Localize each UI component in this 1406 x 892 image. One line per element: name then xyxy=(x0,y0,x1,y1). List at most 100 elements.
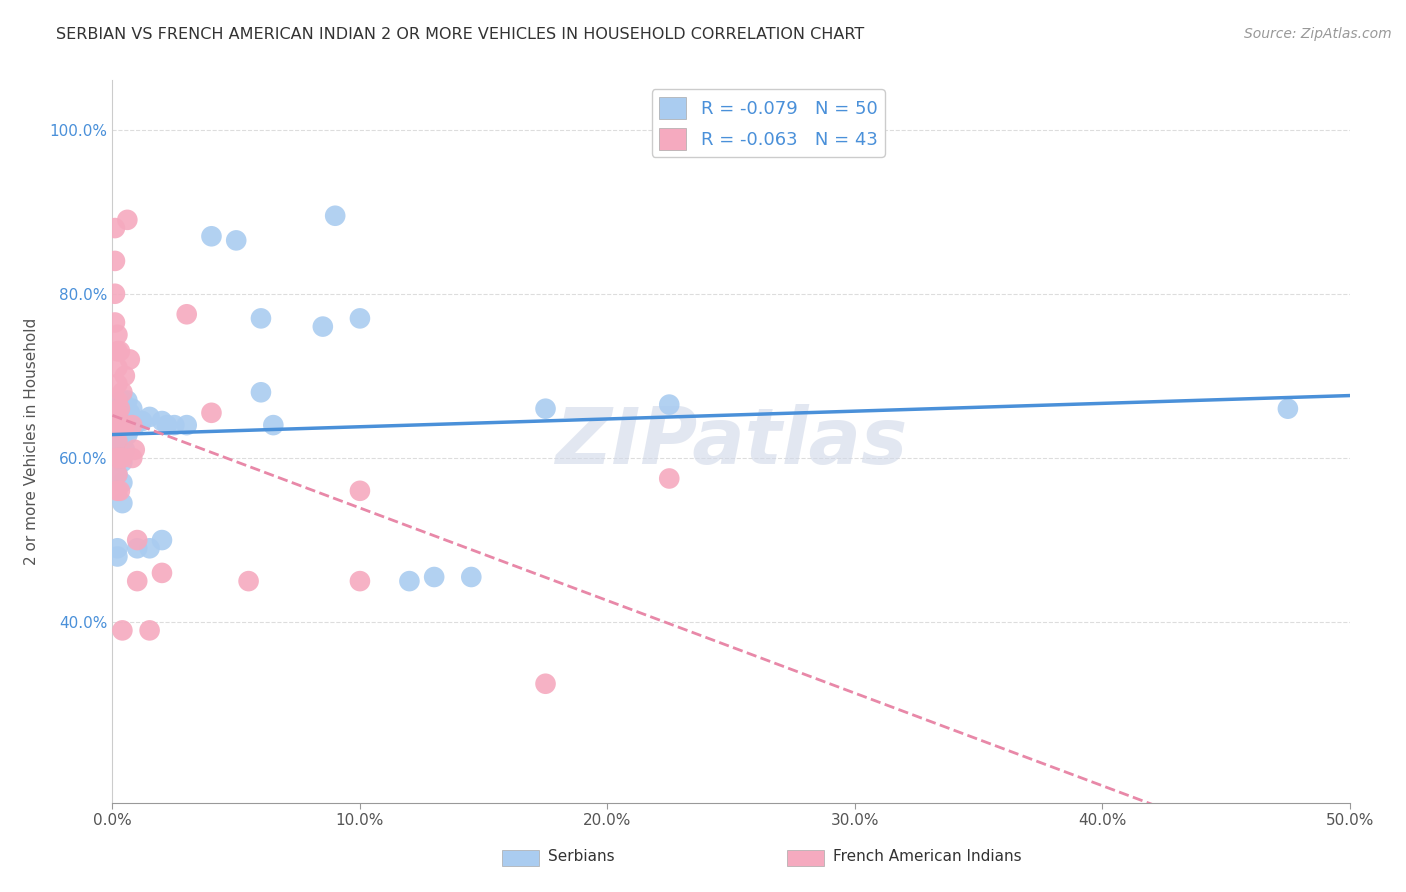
Point xyxy=(238,574,260,588)
Point xyxy=(398,574,420,588)
Point xyxy=(107,434,129,449)
FancyBboxPatch shape xyxy=(787,850,824,865)
Point xyxy=(111,450,134,465)
Text: ZIPatlas: ZIPatlas xyxy=(555,403,907,480)
Point xyxy=(114,442,136,457)
Point xyxy=(107,327,129,342)
Point xyxy=(114,422,136,436)
Point xyxy=(111,393,134,408)
Point xyxy=(108,418,131,433)
Text: French American Indians: French American Indians xyxy=(832,849,1021,864)
Point xyxy=(127,541,149,556)
Point xyxy=(658,471,681,485)
Point xyxy=(107,418,129,433)
Point xyxy=(111,475,134,490)
Text: Serbians: Serbians xyxy=(548,849,614,864)
FancyBboxPatch shape xyxy=(502,850,540,865)
Point xyxy=(107,450,129,465)
Point xyxy=(111,414,134,428)
Point xyxy=(114,418,136,433)
Point xyxy=(121,418,143,433)
Point xyxy=(460,570,482,584)
Point xyxy=(107,541,129,556)
Point xyxy=(107,360,129,375)
Point xyxy=(107,401,129,416)
Point xyxy=(349,483,371,498)
Point xyxy=(107,483,129,498)
Legend: R = -0.079   N = 50, R = -0.063   N = 43: R = -0.079 N = 50, R = -0.063 N = 43 xyxy=(652,89,884,157)
Point xyxy=(534,401,557,416)
Point xyxy=(118,406,141,420)
Point xyxy=(108,483,131,498)
Point xyxy=(225,233,247,247)
Point xyxy=(107,467,129,482)
Point xyxy=(131,414,153,428)
Point xyxy=(104,221,127,235)
Point xyxy=(108,409,131,424)
Point xyxy=(323,209,346,223)
Point xyxy=(111,624,134,638)
Point xyxy=(262,418,284,433)
Text: Source: ZipAtlas.com: Source: ZipAtlas.com xyxy=(1244,27,1392,41)
Point xyxy=(658,398,681,412)
Point xyxy=(118,352,141,367)
Text: SERBIAN VS FRENCH AMERICAN INDIAN 2 OR MORE VEHICLES IN HOUSEHOLD CORRELATION CH: SERBIAN VS FRENCH AMERICAN INDIAN 2 OR M… xyxy=(56,27,865,42)
Point xyxy=(111,496,134,510)
Point xyxy=(250,385,273,400)
Point xyxy=(200,406,222,420)
Point xyxy=(107,434,129,449)
Point xyxy=(124,442,146,457)
Point xyxy=(121,414,143,428)
Point xyxy=(111,418,134,433)
Point xyxy=(104,253,127,268)
Point xyxy=(534,677,557,691)
Point xyxy=(1277,401,1299,416)
Point xyxy=(349,311,371,326)
Point xyxy=(111,385,134,400)
Point xyxy=(108,442,131,457)
Point xyxy=(200,229,222,244)
Point xyxy=(117,411,139,425)
Point xyxy=(107,467,129,482)
Point xyxy=(107,418,129,433)
Point xyxy=(107,344,129,359)
Point xyxy=(176,418,198,433)
Point xyxy=(150,533,173,547)
Point xyxy=(111,434,134,449)
Point xyxy=(150,414,173,428)
Point xyxy=(127,574,149,588)
Point xyxy=(111,455,134,469)
Point xyxy=(107,549,129,564)
Point xyxy=(176,307,198,321)
Point xyxy=(124,418,146,433)
Point xyxy=(121,401,143,416)
Point xyxy=(312,319,335,334)
Point xyxy=(127,533,149,547)
Point xyxy=(108,450,131,465)
Point xyxy=(138,409,160,424)
Point xyxy=(104,286,127,301)
Point xyxy=(108,426,131,441)
Point xyxy=(107,393,129,408)
Point xyxy=(156,418,179,433)
Point xyxy=(108,344,131,359)
Point xyxy=(108,401,131,416)
Point xyxy=(114,401,136,416)
Point xyxy=(163,418,186,433)
Point xyxy=(118,422,141,436)
Point xyxy=(107,406,129,420)
Point xyxy=(107,377,129,392)
Point xyxy=(138,624,160,638)
Point xyxy=(117,212,139,227)
Point xyxy=(107,450,129,465)
Point xyxy=(117,428,139,442)
Point xyxy=(114,368,136,383)
Point xyxy=(138,541,160,556)
Point xyxy=(121,450,143,465)
Point xyxy=(117,393,139,408)
Point xyxy=(104,316,127,330)
Point xyxy=(423,570,446,584)
Point xyxy=(250,311,273,326)
Point xyxy=(349,574,371,588)
Point xyxy=(150,566,173,580)
